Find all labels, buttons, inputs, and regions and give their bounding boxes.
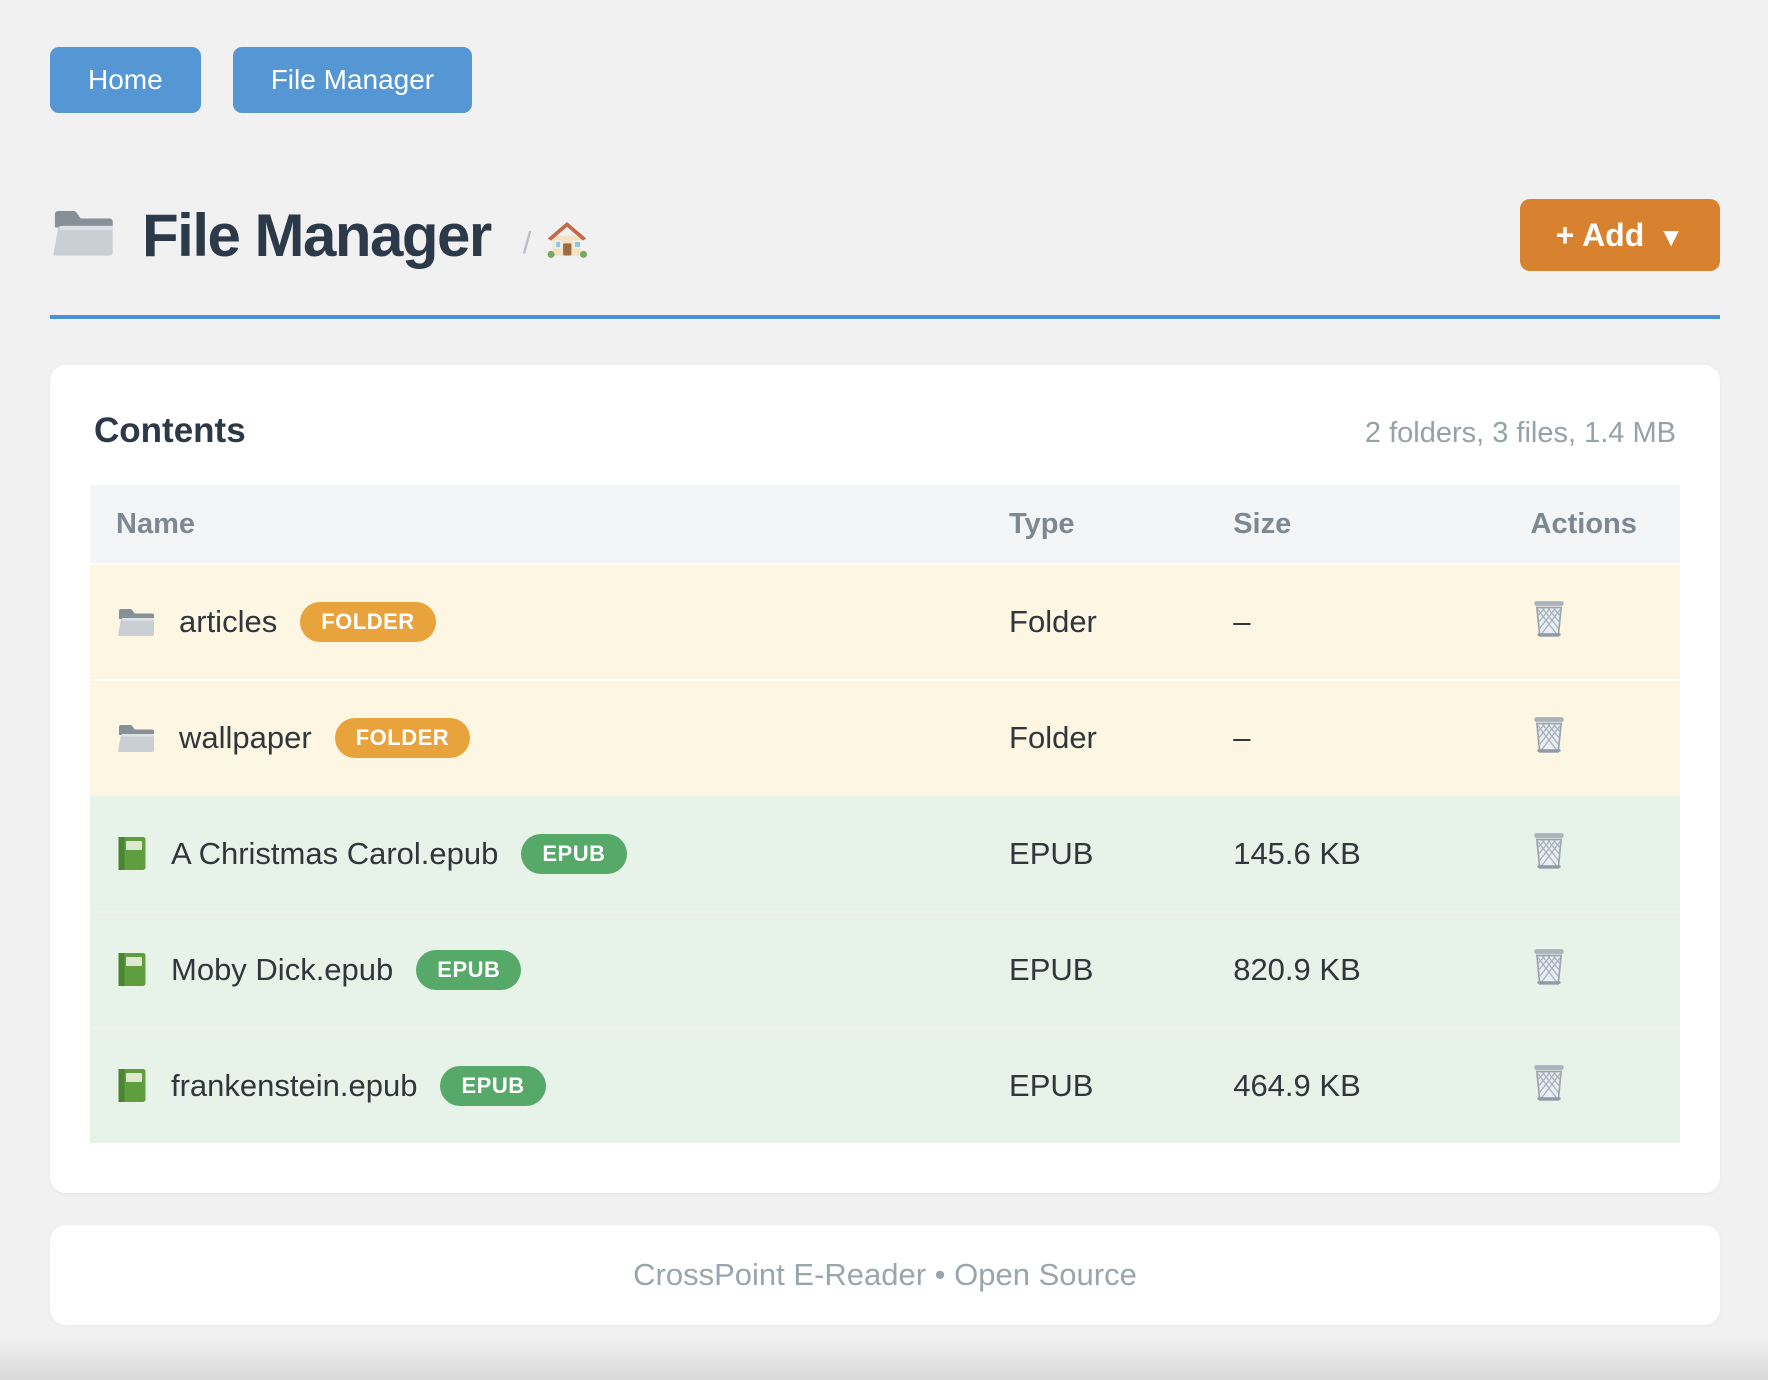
trash-icon — [1531, 830, 1567, 873]
trash-icon — [1531, 1062, 1567, 1105]
trash-icon — [1531, 598, 1567, 641]
file-size-cell: 820.9 KB — [1233, 911, 1531, 1028]
file-type-cell: Folder — [1009, 563, 1234, 680]
page-header: File Manager / + Add ▼ — [50, 199, 1720, 271]
file-size-cell: – — [1233, 563, 1531, 680]
nav-button-file-manager[interactable]: File Manager — [232, 47, 473, 113]
table-header-row: Name Type Size Actions — [90, 485, 1680, 564]
book-icon — [116, 836, 148, 872]
file-name[interactable]: frankenstein.epub — [171, 1068, 418, 1103]
title-group: File Manager / — [50, 201, 1520, 270]
file-name[interactable]: A Christmas Carol.epub — [171, 836, 499, 871]
folder-icon — [116, 606, 156, 638]
delete-button[interactable] — [1531, 946, 1567, 989]
type-badge: EPUB — [416, 950, 522, 990]
type-badge: EPUB — [521, 834, 627, 874]
footer: CrossPoint E-Reader • Open Source — [50, 1225, 1720, 1325]
trash-icon — [1531, 714, 1567, 757]
chevron-down-icon: ▼ — [1658, 222, 1684, 252]
header-divider — [50, 315, 1720, 319]
book-icon — [116, 952, 148, 988]
contents-summary: 2 folders, 3 files, 1.4 MB — [1364, 417, 1676, 449]
contents-table-body: articles FOLDER Folder – wallpaper — [90, 563, 1680, 1143]
nav-button-home[interactable]: Home — [50, 47, 201, 113]
file-size-cell: – — [1233, 679, 1531, 796]
add-button[interactable]: + Add ▼ — [1519, 199, 1720, 271]
file-type-cell: Folder — [1009, 679, 1234, 796]
folder-icon — [50, 206, 116, 264]
delete-button[interactable] — [1531, 714, 1567, 757]
footer-text: CrossPoint E-Reader • Open Source — [633, 1257, 1137, 1292]
table-row[interactable]: articles FOLDER Folder – — [90, 563, 1680, 680]
panel-title: Contents — [94, 411, 246, 450]
column-header-type: Type — [1009, 485, 1234, 564]
file-size-cell: 145.6 KB — [1233, 795, 1531, 912]
book-icon — [116, 1068, 148, 1104]
file-type-cell: EPUB — [1009, 795, 1234, 912]
file-type-cell: EPUB — [1009, 1027, 1234, 1143]
contents-table: Name Type Size Actions articles FOLDER F… — [90, 485, 1680, 1143]
add-button-label: + Add — [1555, 217, 1645, 253]
table-row[interactable]: wallpaper FOLDER Folder – — [90, 679, 1680, 796]
contents-panel: Contents 2 folders, 3 files, 1.4 MB Name… — [50, 365, 1720, 1193]
type-badge: FOLDER — [334, 718, 471, 758]
contents-panel-header: Contents 2 folders, 3 files, 1.4 MB — [90, 411, 1680, 451]
table-row[interactable]: A Christmas Carol.epub EPUB EPUB 145.6 K… — [90, 795, 1680, 912]
top-nav: Home File Manager — [50, 47, 1720, 113]
table-row[interactable]: Moby Dick.epub EPUB EPUB 820.9 KB — [90, 911, 1680, 1028]
file-name[interactable]: articles — [179, 604, 278, 639]
type-badge: EPUB — [440, 1066, 546, 1106]
file-name[interactable]: Moby Dick.epub — [171, 952, 394, 987]
delete-button[interactable] — [1531, 598, 1567, 641]
file-name[interactable]: wallpaper — [179, 720, 312, 755]
delete-button[interactable] — [1531, 830, 1567, 873]
column-header-name: Name — [90, 485, 1010, 564]
file-manager-page: Home File Manager File Manager / — [50, 47, 1720, 1325]
column-header-size: Size — [1233, 485, 1531, 564]
table-row[interactable]: frankenstein.epub EPUB EPUB 464.9 KB — [90, 1027, 1680, 1143]
type-badge: FOLDER — [300, 602, 436, 642]
window-bottom-edge — [0, 1334, 1768, 1380]
folder-icon — [116, 722, 156, 754]
column-header-actions: Actions — [1530, 485, 1680, 564]
page-title: File Manager — [142, 201, 492, 269]
home-icon[interactable] — [545, 218, 589, 265]
delete-button[interactable] — [1531, 1062, 1567, 1105]
file-type-cell: EPUB — [1009, 911, 1234, 1028]
trash-icon — [1531, 946, 1567, 989]
file-size-cell: 464.9 KB — [1233, 1027, 1531, 1143]
breadcrumb-separator: / — [522, 225, 532, 260]
